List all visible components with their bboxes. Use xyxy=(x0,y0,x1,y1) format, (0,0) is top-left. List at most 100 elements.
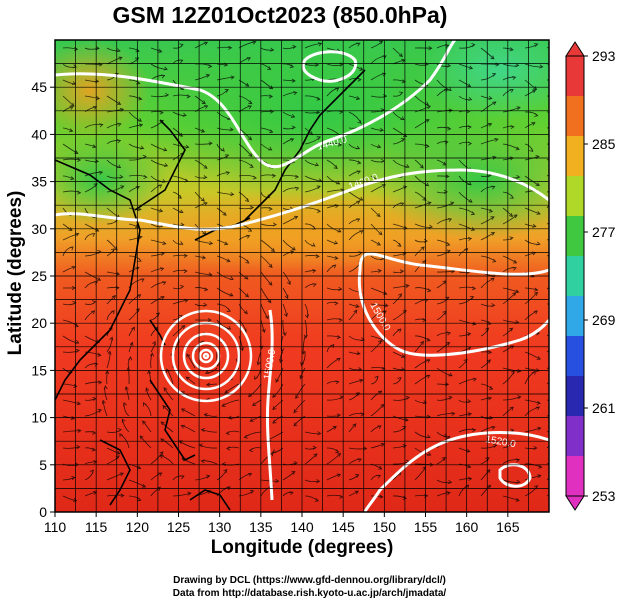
streamline-arrow xyxy=(376,241,381,246)
streamline-arrow xyxy=(268,263,273,269)
streamline xyxy=(216,63,228,66)
streamline-arrow xyxy=(229,127,234,132)
streamline-arrow xyxy=(220,147,225,152)
streamline-arrow xyxy=(447,126,452,131)
streamline-arrow xyxy=(107,350,112,355)
streamline-arrow xyxy=(119,433,124,438)
streamline-arrow xyxy=(290,114,296,118)
streamline-arrow xyxy=(533,310,538,315)
streamline-arrow xyxy=(380,403,385,408)
streamline-arrow xyxy=(200,197,205,202)
streamline xyxy=(502,287,519,293)
streamline xyxy=(546,350,549,353)
streamline-arrow xyxy=(92,430,97,435)
streamline-arrow xyxy=(229,276,234,280)
streamline-arrow xyxy=(334,301,339,306)
streamline xyxy=(370,463,383,470)
x-tick-label: 120 xyxy=(126,519,150,535)
streamline-arrow xyxy=(101,399,106,405)
streamline-arrow xyxy=(71,266,76,270)
streamline-arrow xyxy=(103,385,108,390)
streamline-arrow xyxy=(531,370,536,375)
streamline xyxy=(304,453,318,465)
streamline xyxy=(62,143,79,154)
streamline-arrow xyxy=(510,370,515,375)
streamline xyxy=(546,158,549,161)
streamline xyxy=(326,255,338,259)
streamline-arrow xyxy=(424,182,430,187)
streamline xyxy=(546,303,549,305)
streamline-arrow xyxy=(247,105,252,110)
streamline xyxy=(502,396,521,401)
streamline-arrow xyxy=(534,287,539,292)
streamline-arrow xyxy=(377,339,382,344)
streamline-arrow xyxy=(294,174,300,179)
streamline-arrow xyxy=(555,156,558,159)
streamline-arrow xyxy=(352,423,357,428)
streamline-arrow xyxy=(336,357,341,362)
streamline-arrow xyxy=(398,53,403,58)
streamline-arrow xyxy=(561,412,564,415)
streamline-arrow xyxy=(557,171,560,174)
streamline-arrow xyxy=(118,56,123,61)
streamline xyxy=(150,239,166,245)
streamline xyxy=(546,204,549,209)
streamline-arrow xyxy=(249,164,254,168)
streamline-arrow xyxy=(93,362,99,367)
streamline-arrow xyxy=(203,202,208,206)
streamline-arrow xyxy=(222,211,227,216)
streamline xyxy=(194,74,210,81)
streamline-arrow xyxy=(272,222,277,227)
streamline xyxy=(260,111,274,113)
streamline xyxy=(282,239,296,251)
streamline xyxy=(370,287,387,295)
streamline xyxy=(326,175,340,185)
streamline-arrow xyxy=(291,78,296,83)
streamline-arrow xyxy=(137,465,142,470)
streamline-arrow xyxy=(225,431,230,436)
streamline-arrow xyxy=(272,405,277,410)
streamline xyxy=(326,223,341,233)
streamline-arrow xyxy=(269,452,274,457)
streamline-arrow xyxy=(300,362,305,367)
streamline-arrow xyxy=(76,401,82,406)
streamline-arrow xyxy=(515,497,520,502)
streamline-arrow xyxy=(384,303,389,308)
streamline-arrow xyxy=(381,184,386,188)
streamline-arrow xyxy=(427,288,432,293)
streamline-arrow xyxy=(378,390,383,395)
streamline-arrow xyxy=(282,331,287,337)
streamline-arrow xyxy=(180,475,185,480)
streamline xyxy=(524,223,536,227)
streamline-arrow xyxy=(472,377,477,382)
streamline xyxy=(128,124,143,129)
streamline-arrow xyxy=(203,165,208,169)
streamline xyxy=(62,399,81,405)
streamline xyxy=(502,107,521,113)
streamline-arrow xyxy=(163,66,168,71)
streamline-arrow xyxy=(159,454,164,459)
streamline-arrow xyxy=(339,494,344,499)
streamline xyxy=(282,250,294,257)
streamline xyxy=(524,351,541,360)
streamline-arrow xyxy=(270,248,276,253)
streamline-arrow xyxy=(111,295,116,300)
colorbar-tick-label: 253 xyxy=(592,488,616,504)
streamline-arrow xyxy=(179,59,184,64)
streamline xyxy=(260,255,273,268)
streamline xyxy=(160,438,174,449)
streamline-arrow xyxy=(486,469,491,474)
streamline xyxy=(348,379,363,385)
streamline xyxy=(502,327,513,337)
streamline-arrow xyxy=(117,164,122,168)
streamline xyxy=(163,387,174,401)
colorbar-top-arrow xyxy=(565,41,585,57)
streamline-arrow xyxy=(291,246,296,251)
streamline-arrow xyxy=(554,461,557,464)
x-axis-label: Longitude (degrees) xyxy=(210,537,394,558)
streamline-arrow xyxy=(120,493,125,498)
streamline xyxy=(62,233,79,241)
streamline-arrow xyxy=(183,253,188,258)
streamline-arrow xyxy=(243,310,248,315)
streamline xyxy=(62,95,75,107)
